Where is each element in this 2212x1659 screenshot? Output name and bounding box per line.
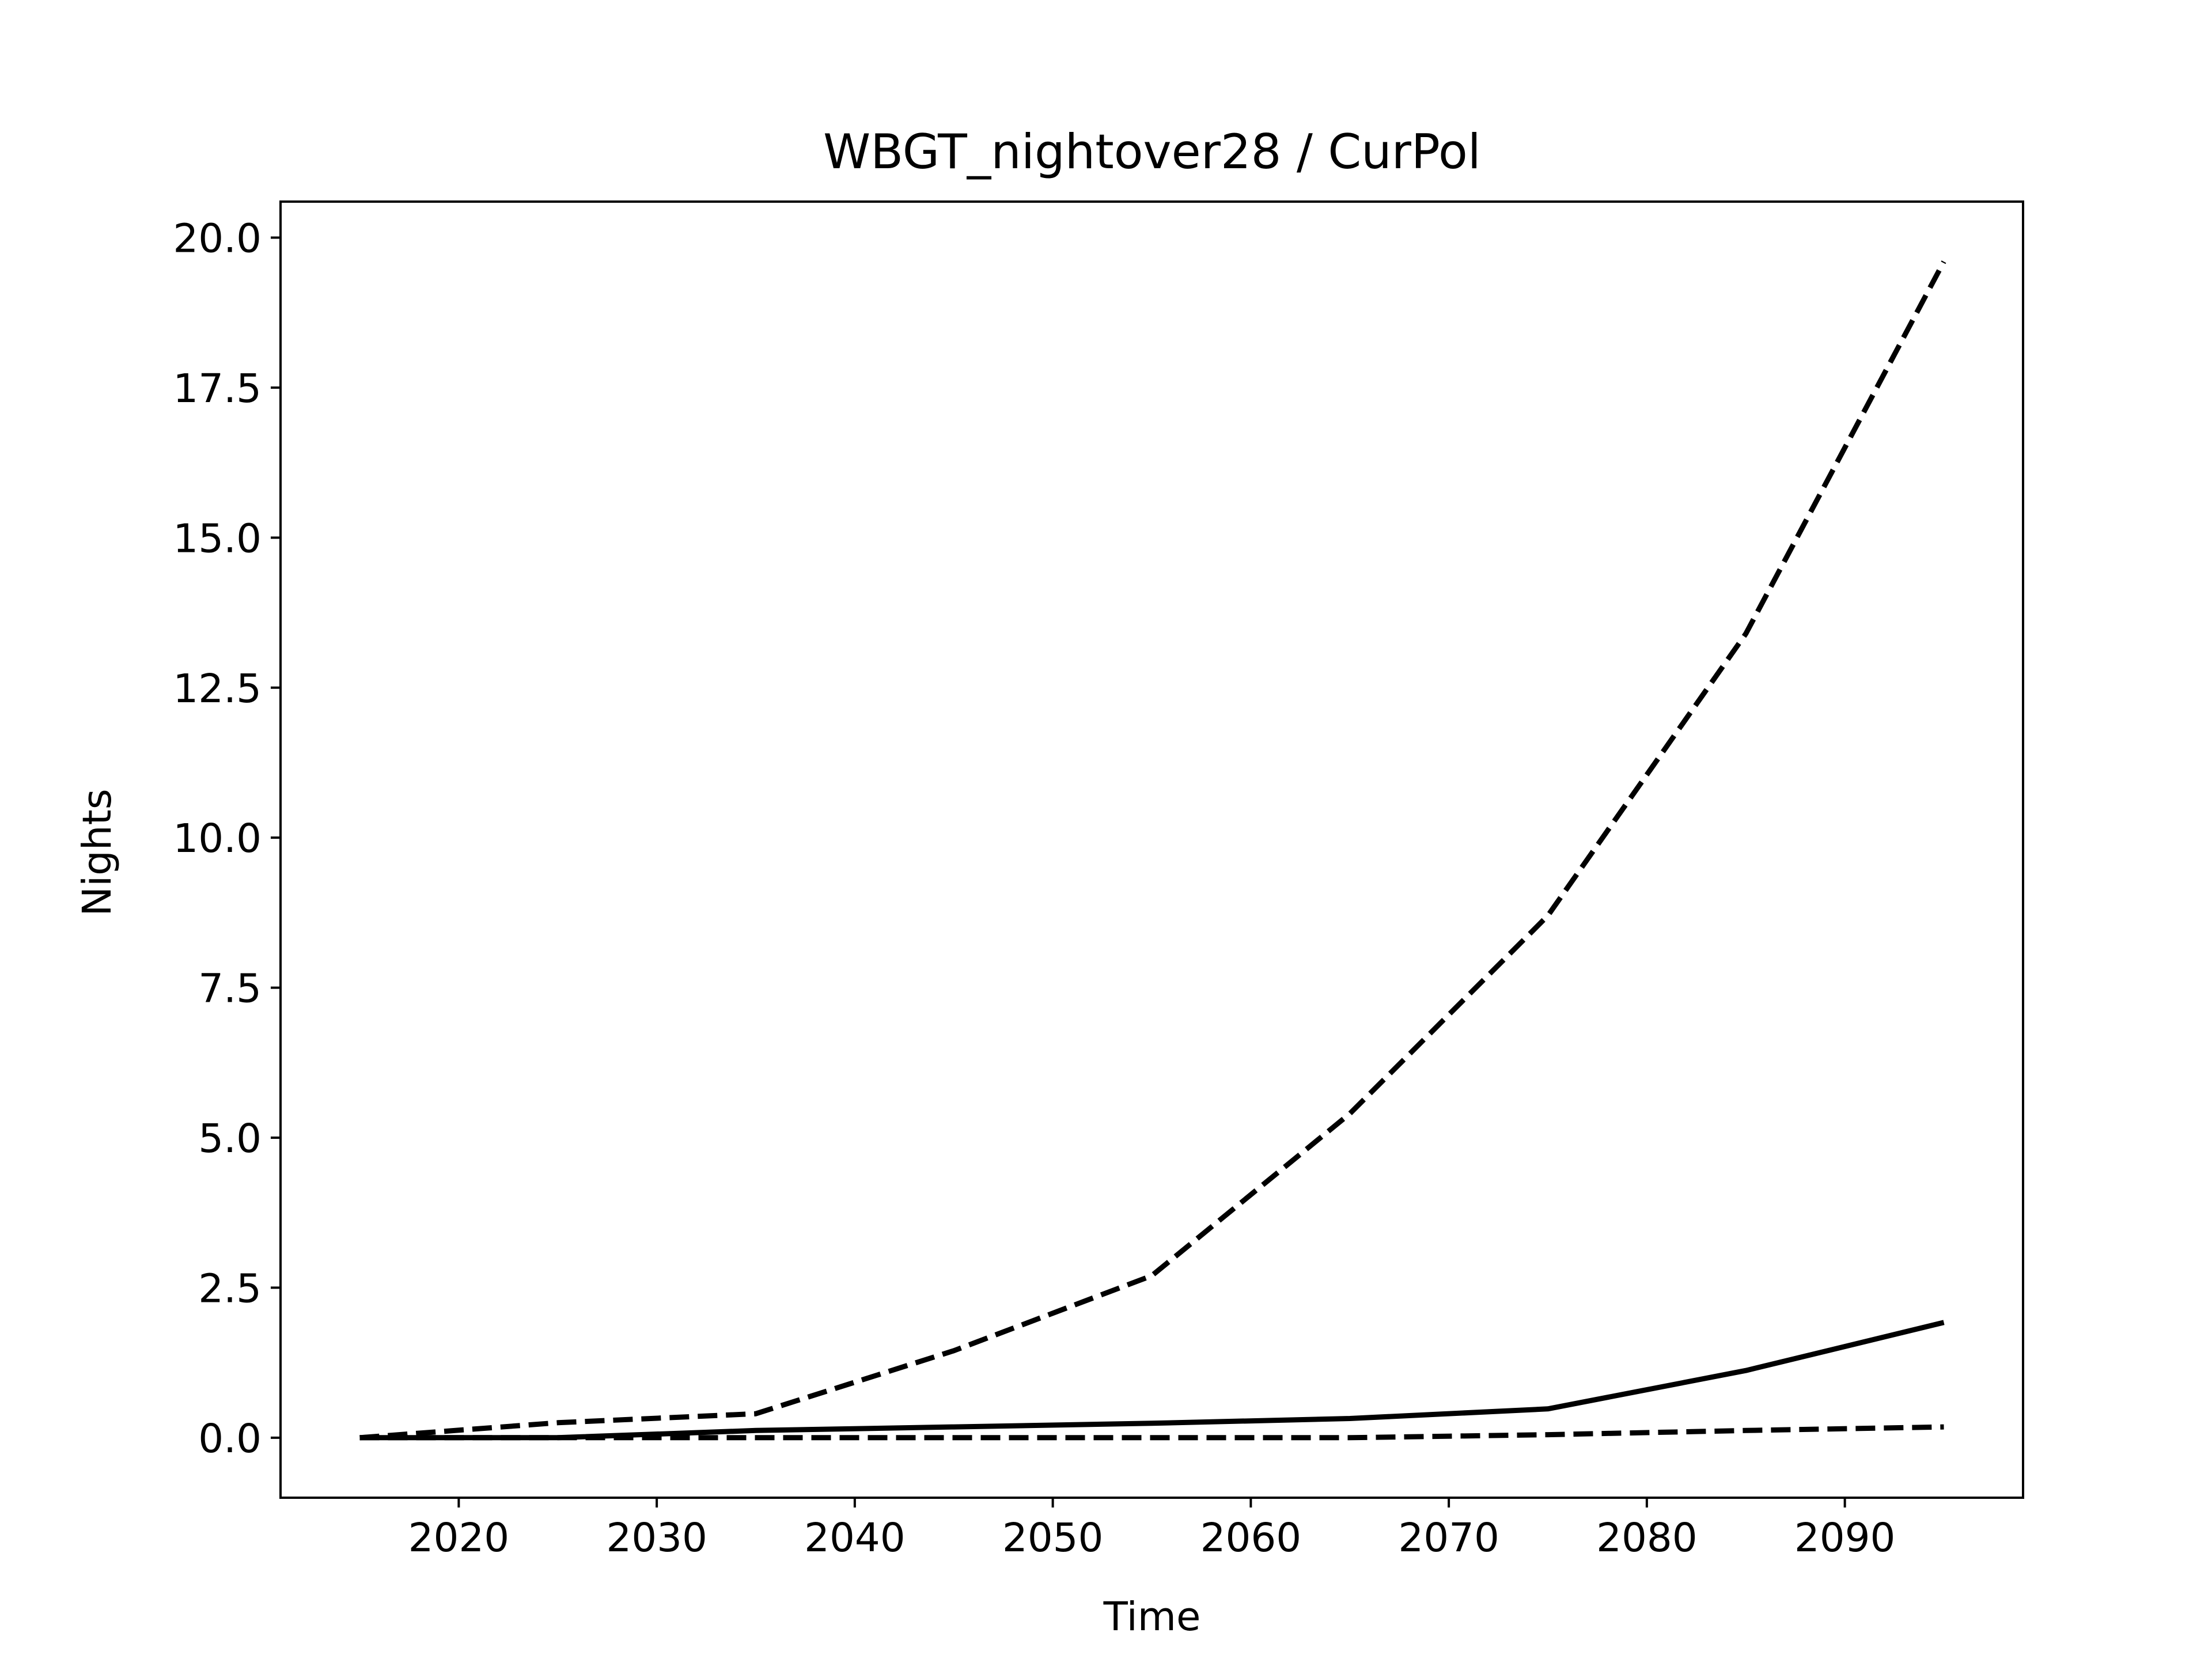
y-tick-label: 5.0 xyxy=(198,1116,262,1162)
y-tick-label: 17.5 xyxy=(173,366,262,412)
x-tick-label: 2050 xyxy=(1002,1515,1104,1561)
y-tick-label: 10.0 xyxy=(173,816,262,862)
chart-title: WBGT_nightover28 / CurPol xyxy=(823,124,1481,180)
x-axis-label: Time xyxy=(1103,1594,1201,1640)
y-tick-label: 12.5 xyxy=(173,666,262,712)
x-tick-label: 2040 xyxy=(804,1515,906,1561)
x-axis: 2020 2030 2040 2050 2060 2070 2080 2090 xyxy=(408,1498,1896,1561)
y-axis: 0.0 2.5 5.0 7.5 10.0 12.5 15.0 17.5 20.0 xyxy=(173,216,281,1462)
plot-frame xyxy=(279,200,2024,1499)
x-tick-label: 2020 xyxy=(408,1515,510,1561)
x-tick-label: 2080 xyxy=(1596,1515,1698,1561)
x-tick-label: 2030 xyxy=(606,1515,707,1561)
y-axis-label: Nights xyxy=(74,789,120,916)
y-tick-label: 20.0 xyxy=(173,216,262,262)
y-tick-label: 7.5 xyxy=(198,966,262,1012)
series-line-1 xyxy=(359,260,1946,1441)
x-tick-label: 2090 xyxy=(1794,1515,1896,1561)
y-tick-label: 15.0 xyxy=(173,516,262,562)
y-tick-label: 2.5 xyxy=(198,1266,262,1312)
x-tick-label: 2060 xyxy=(1200,1515,1302,1561)
plot-lines xyxy=(359,260,1946,1441)
series-line-3 xyxy=(359,1424,1944,1441)
y-tick-label: 0.0 xyxy=(198,1416,262,1462)
x-tick-label: 2070 xyxy=(1398,1515,1499,1561)
